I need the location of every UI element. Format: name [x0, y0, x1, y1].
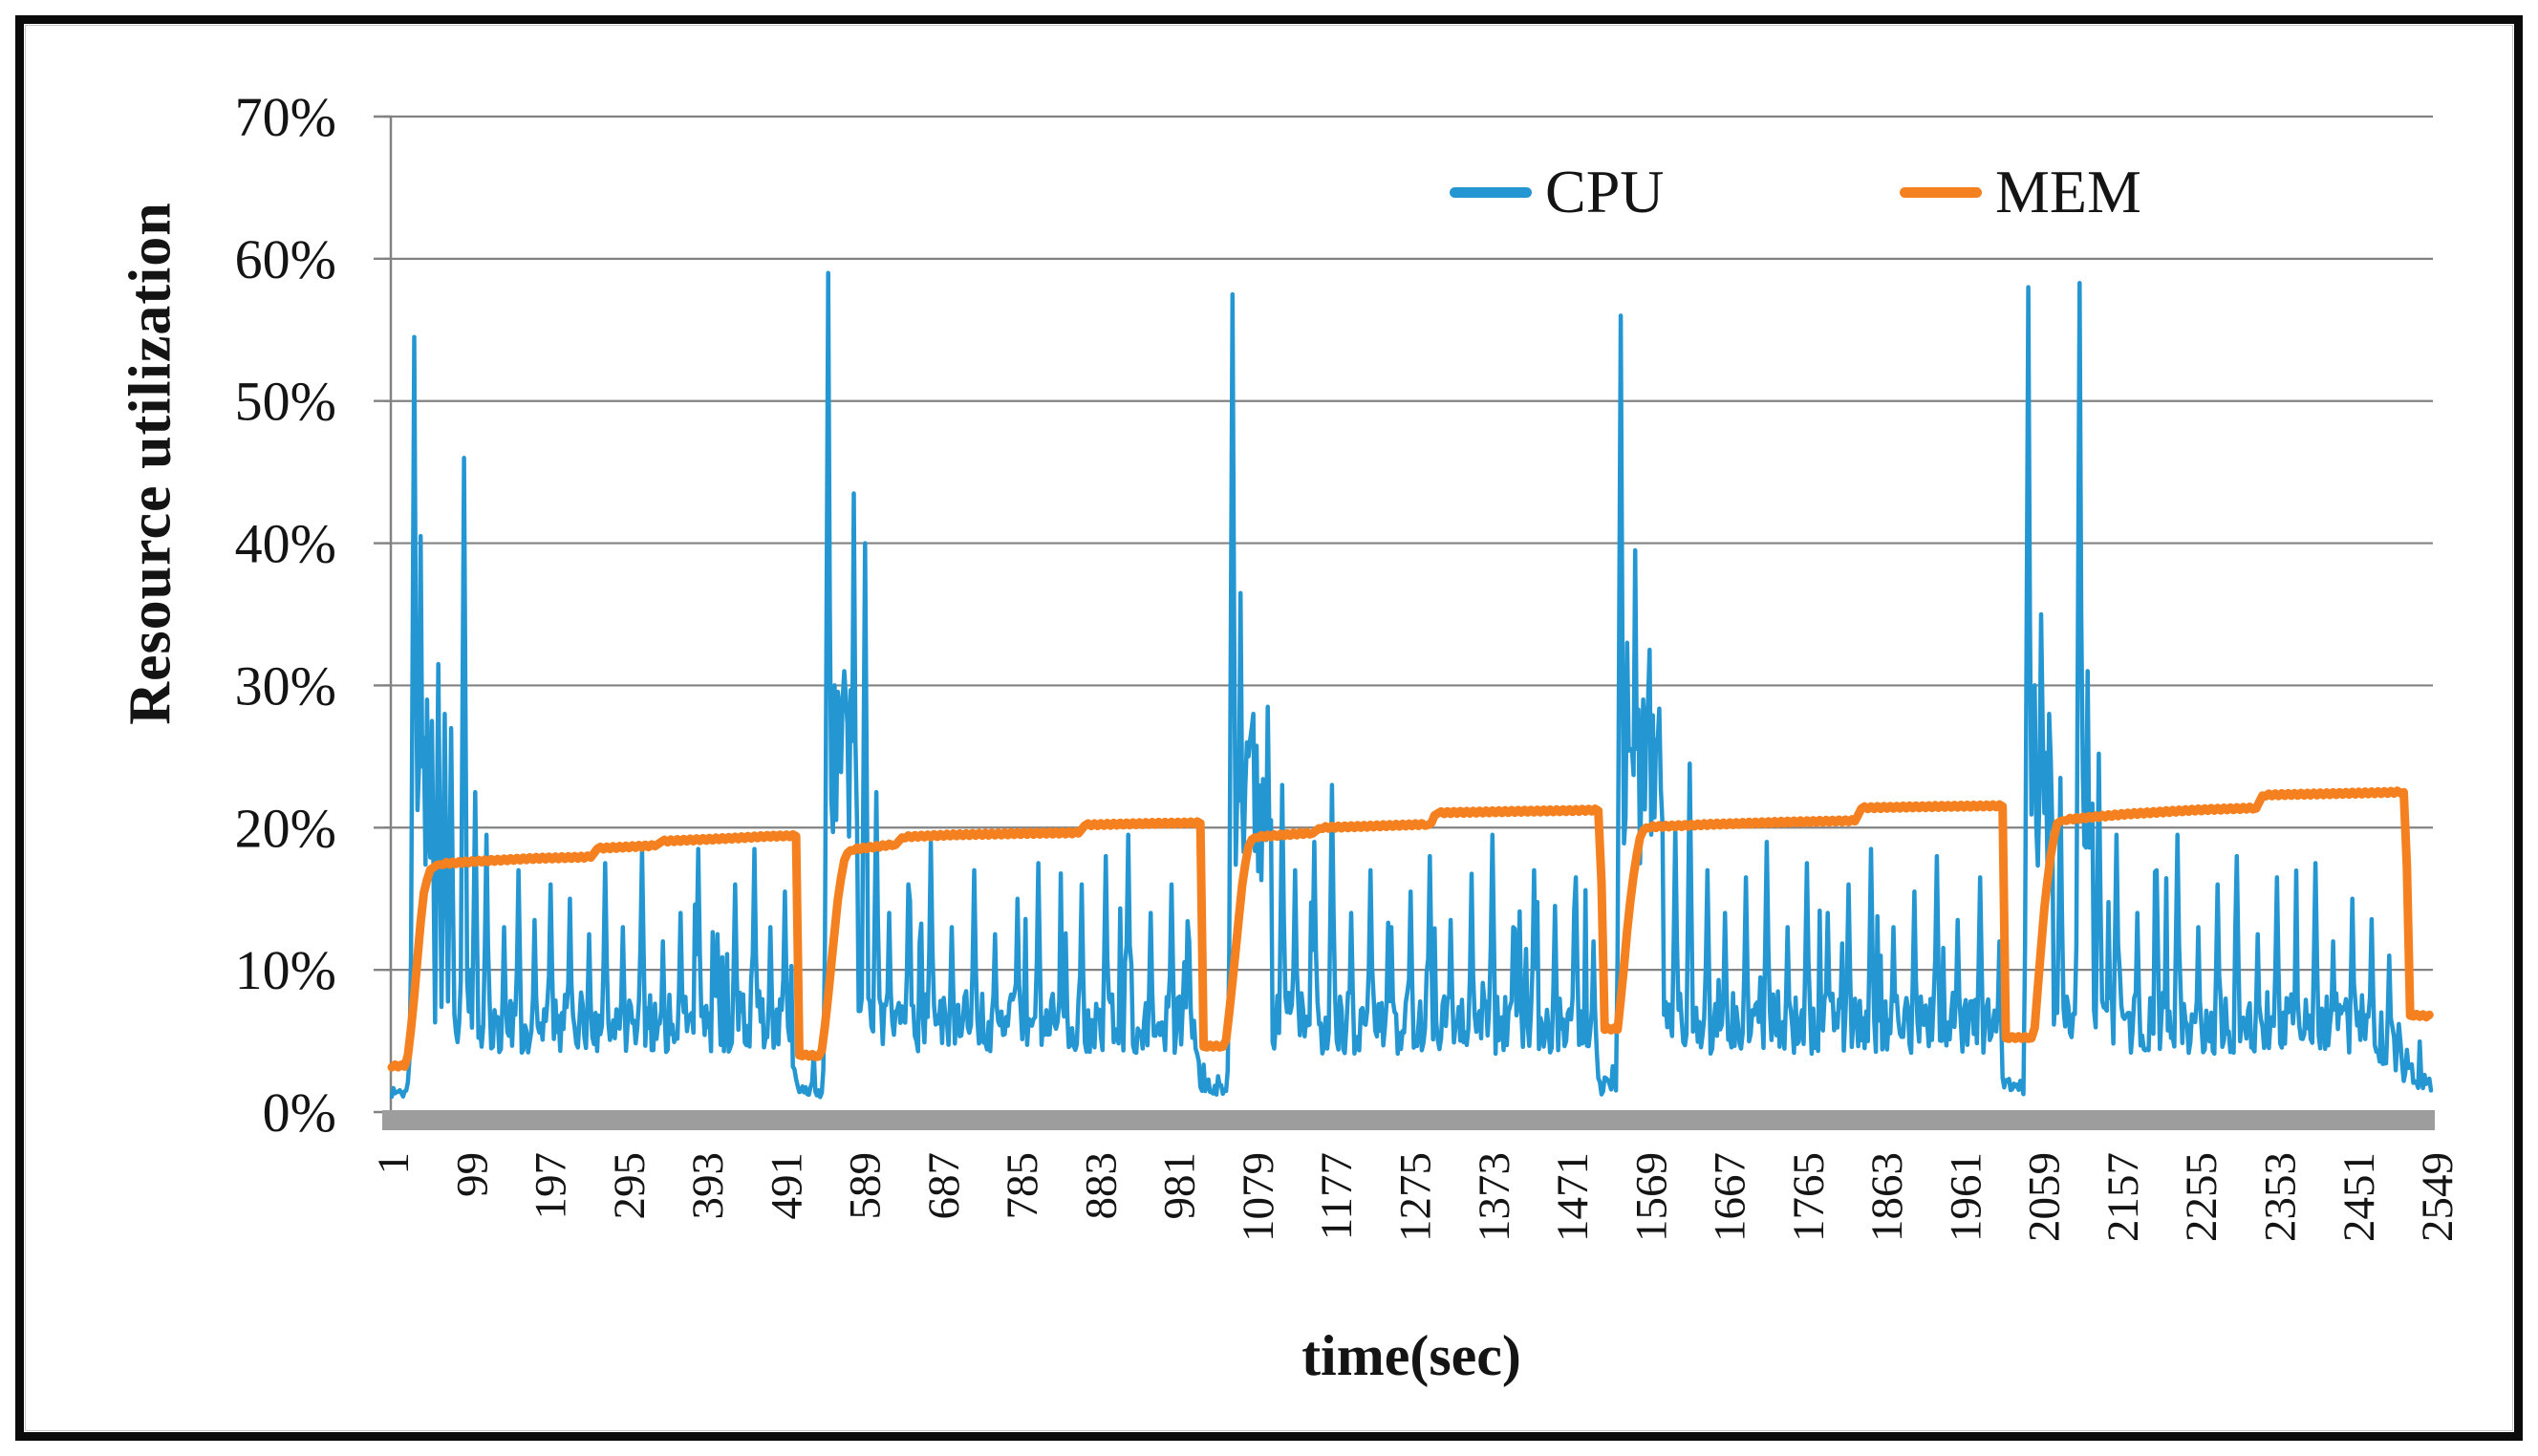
y-tick-label: 60%: [235, 228, 336, 290]
y-tick-label: 70%: [235, 86, 336, 148]
x-tick-label: 1961: [1941, 1152, 1990, 1242]
y-tick-label: 0%: [263, 1081, 336, 1144]
x-tick-label: 785: [998, 1152, 1047, 1220]
x-tick-label: 2157: [2098, 1152, 2148, 1242]
x-tick-label: 1569: [1626, 1152, 1676, 1242]
mem-legend-line-icon: [1900, 186, 1982, 198]
x-tick-label: 883: [1076, 1152, 1126, 1220]
x-axis-title: time(sec): [1301, 1324, 1521, 1387]
x-tick-label: 1: [369, 1152, 419, 1175]
x-tick-label: 1079: [1234, 1152, 1283, 1242]
y-tick-label: 20%: [235, 797, 336, 859]
x-tick-label: 1373: [1470, 1152, 1519, 1242]
y-axis-title: Resource utilization: [118, 202, 183, 725]
x-tick-label: 687: [919, 1152, 969, 1220]
x-tick-label: 1471: [1548, 1152, 1598, 1242]
x-tick-label: 1765: [1784, 1152, 1834, 1242]
y-tick-label: 50%: [235, 371, 336, 433]
x-tick-label: 2451: [2334, 1152, 2384, 1242]
x-tick-label: 589: [841, 1152, 891, 1220]
x-tick-label: 197: [527, 1152, 576, 1220]
x-tick-label: 2353: [2255, 1152, 2305, 1242]
x-tick-label: 295: [605, 1152, 655, 1220]
x-tick-label: 981: [1155, 1152, 1205, 1220]
x-tick-label: 2255: [2177, 1152, 2226, 1242]
legend-item-cpu: CPU: [1450, 159, 1665, 225]
x-tick-label: 1177: [1312, 1152, 1362, 1240]
y-tick-label: 10%: [235, 939, 336, 1001]
cpu-line: [389, 270, 2434, 1100]
x-tick-label: 393: [683, 1152, 733, 1220]
y-tick-label: 40%: [235, 513, 336, 575]
x-tick-label: 1275: [1391, 1152, 1441, 1242]
cpu-legend-line-icon: [1450, 186, 1532, 198]
mem-legend-label: MEM: [1995, 158, 2141, 225]
x-tick-label: 1667: [1706, 1152, 1755, 1242]
x-axis-bar: [382, 1110, 2435, 1130]
x-tick-label: 99: [447, 1152, 497, 1197]
mem-line: [387, 786, 2434, 1072]
cpu-legend-label: CPU: [1545, 158, 1665, 225]
x-tick-label: 491: [762, 1152, 811, 1220]
y-tick-label: 30%: [235, 654, 336, 717]
x-tick-label: 2549: [2413, 1152, 2463, 1242]
x-tick-label: 1863: [1862, 1152, 1912, 1242]
x-tick-label: 2059: [2020, 1152, 2070, 1242]
legend-item-mem: MEM: [1900, 159, 2141, 225]
